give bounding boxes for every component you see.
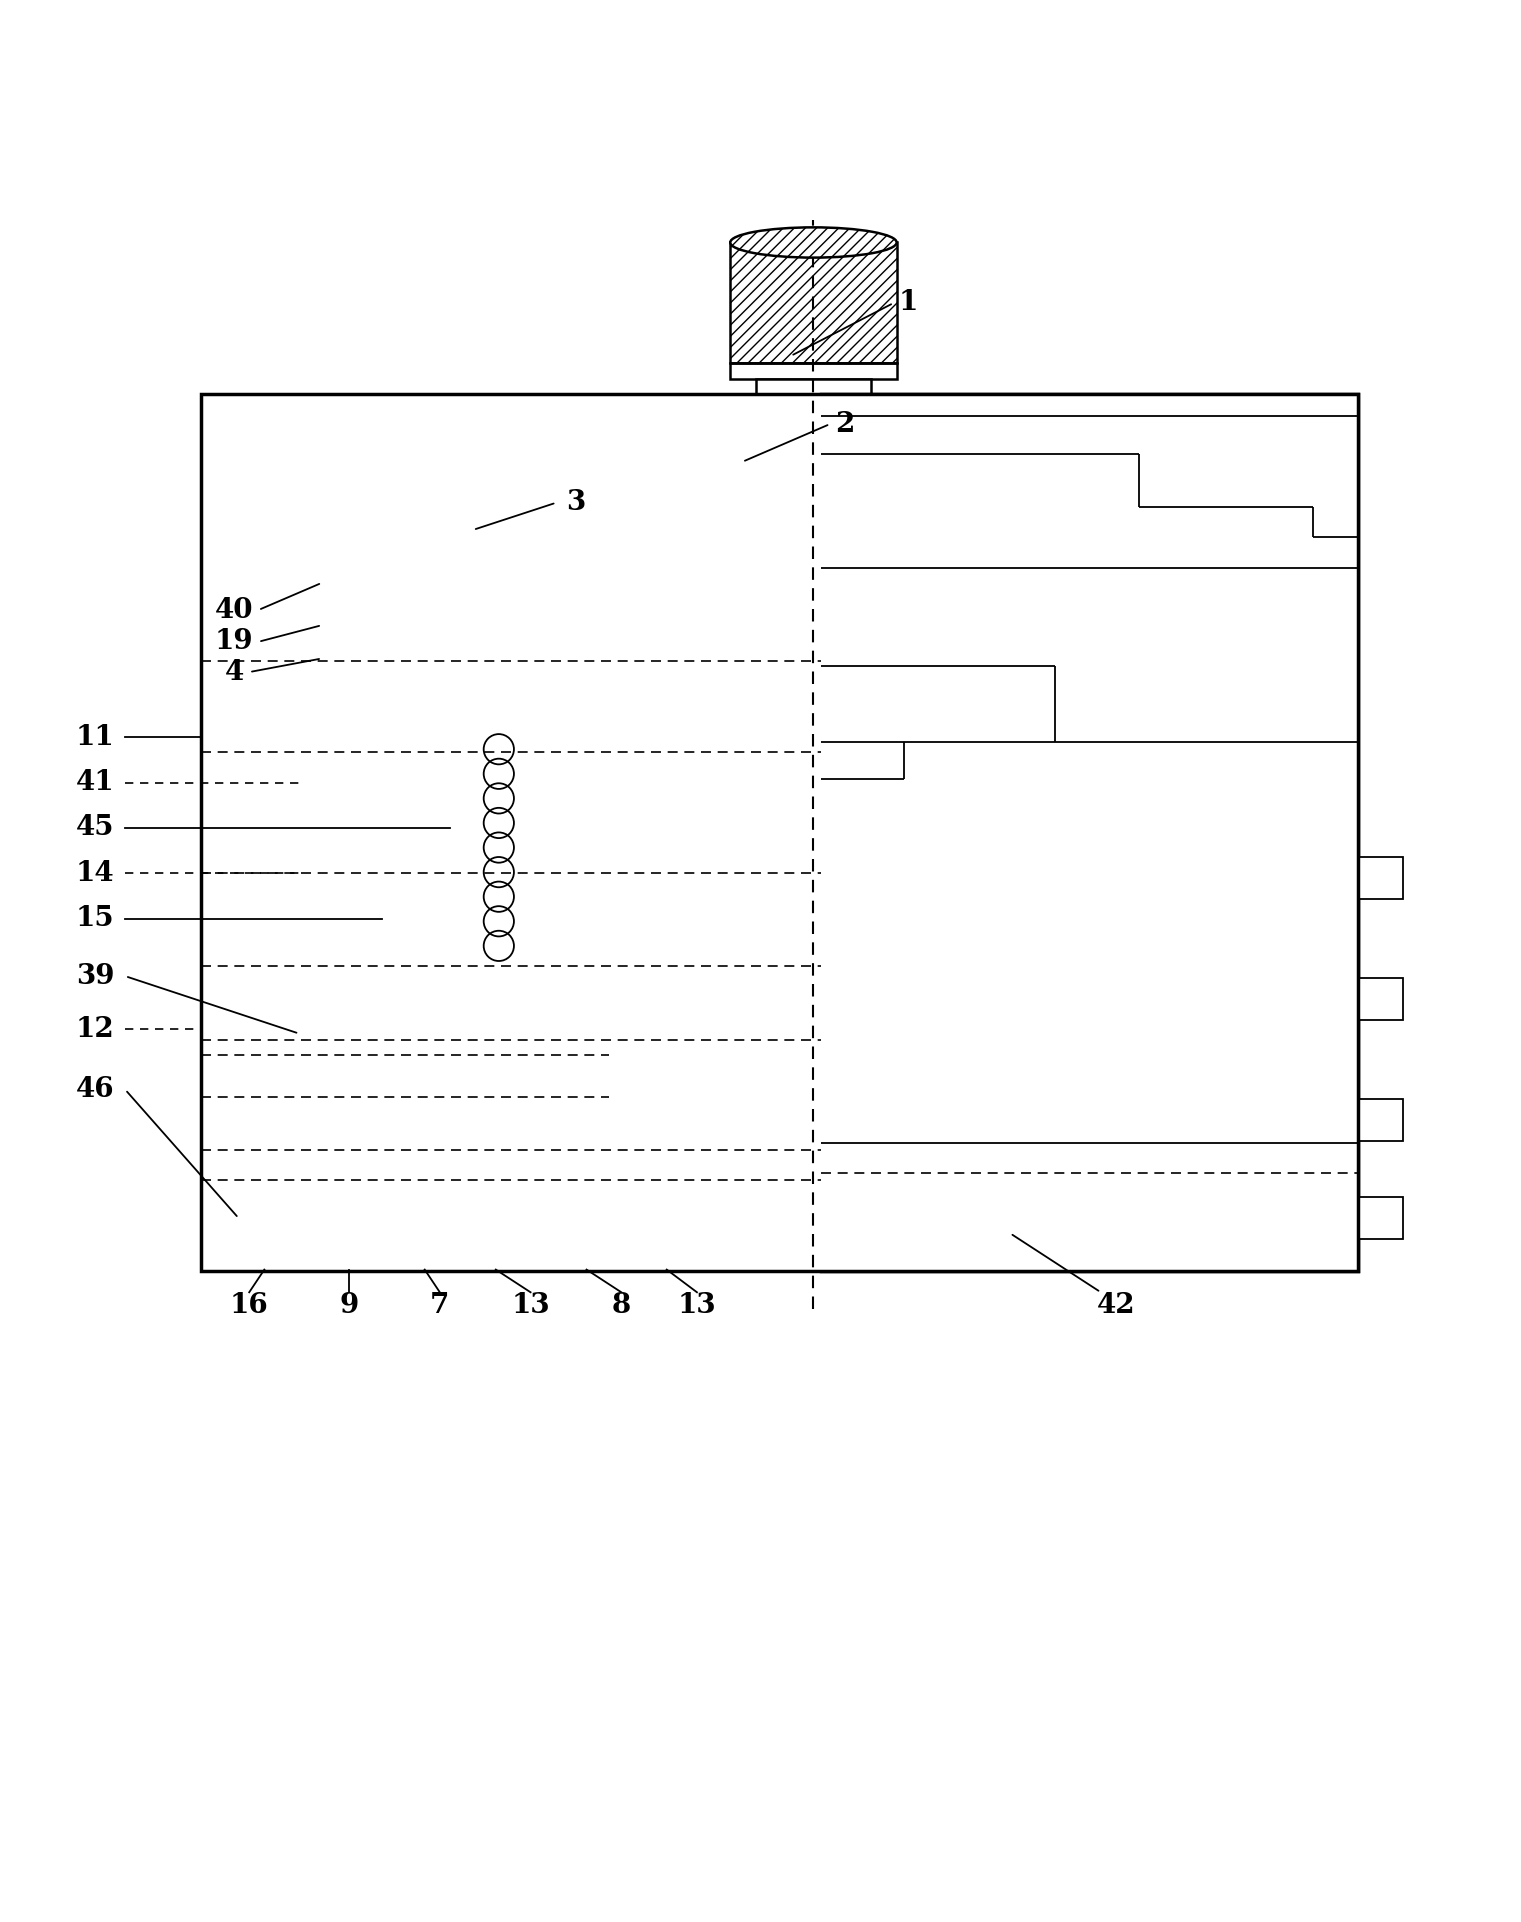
Bar	[730, 363, 897, 379]
Polygon shape	[631, 571, 821, 644]
Text: 40: 40	[214, 596, 254, 623]
Text: 3: 3	[566, 490, 586, 517]
Text: 15: 15	[76, 905, 114, 932]
Text: 9: 9	[339, 1292, 359, 1318]
Bar	[872, 477, 984, 504]
Bar	[300, 644, 389, 673]
Bar	[1358, 1099, 1404, 1142]
Bar	[382, 1090, 458, 1180]
Bar	[382, 673, 450, 1051]
Text: 4: 4	[225, 659, 243, 686]
Text: 8: 8	[611, 1292, 631, 1318]
Bar	[300, 571, 382, 605]
Bar	[662, 438, 821, 469]
Text: 7: 7	[430, 1292, 450, 1318]
Bar	[730, 242, 897, 363]
Bar	[300, 1113, 374, 1180]
Bar	[624, 1090, 677, 1128]
Bar	[300, 1021, 389, 1051]
Bar	[624, 1090, 677, 1180]
Bar	[300, 1180, 821, 1270]
Bar	[201, 1211, 300, 1270]
Text: 1: 1	[899, 290, 919, 317]
Ellipse shape	[730, 227, 897, 258]
Text: 14: 14	[76, 859, 114, 886]
Text: 12: 12	[76, 1015, 114, 1042]
Text: 19: 19	[214, 628, 254, 655]
Bar	[300, 673, 382, 1051]
Bar	[549, 673, 631, 1051]
Bar	[526, 1074, 618, 1180]
Bar	[1048, 742, 1139, 780]
Bar	[201, 394, 1358, 1270]
Bar	[1358, 857, 1404, 899]
Text: 13: 13	[511, 1292, 551, 1318]
Bar	[692, 469, 821, 492]
Polygon shape	[631, 1051, 821, 1113]
Bar	[412, 1021, 503, 1051]
Text: 42: 42	[1097, 1292, 1135, 1318]
Bar	[382, 948, 700, 980]
Text: 45: 45	[76, 815, 114, 842]
Bar	[465, 1090, 519, 1180]
Bar	[201, 1121, 300, 1211]
Bar	[1290, 742, 1358, 780]
Bar	[1358, 978, 1404, 1021]
Text: 41: 41	[76, 769, 114, 796]
Text: 11: 11	[76, 723, 114, 752]
Text: 39: 39	[76, 963, 114, 990]
Text: 46: 46	[76, 1076, 114, 1103]
Bar	[389, 644, 412, 673]
Bar	[201, 673, 300, 750]
Bar	[1116, 1195, 1252, 1249]
Bar	[526, 1074, 618, 1128]
Bar	[1358, 1197, 1404, 1240]
Bar	[995, 1195, 1086, 1249]
Bar	[201, 1051, 300, 1121]
Bar	[412, 644, 503, 673]
Bar	[465, 1090, 519, 1128]
Bar	[519, 1021, 580, 1051]
Text: 16: 16	[230, 1292, 269, 1318]
Bar	[300, 605, 450, 644]
Bar	[300, 507, 821, 546]
Text: 2: 2	[835, 411, 855, 438]
Bar	[1176, 742, 1267, 780]
Text: 13: 13	[678, 1292, 716, 1318]
Bar	[300, 546, 768, 571]
Bar	[756, 379, 872, 438]
Bar	[631, 673, 700, 1051]
Bar	[572, 507, 821, 546]
Bar	[450, 673, 549, 1051]
Polygon shape	[572, 571, 821, 659]
Bar	[519, 644, 580, 673]
Bar	[821, 394, 1358, 1270]
Bar	[872, 438, 954, 477]
Bar	[677, 1113, 821, 1180]
